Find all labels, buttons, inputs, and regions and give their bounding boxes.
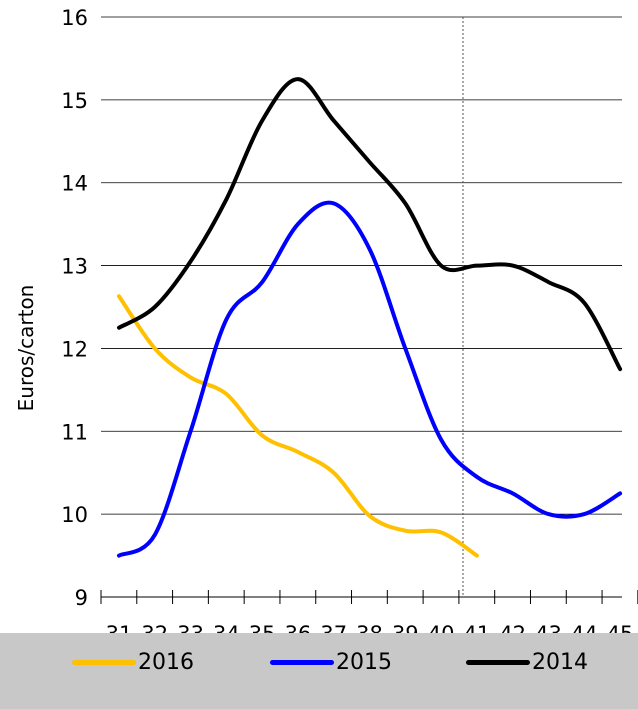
series-lines: [117, 77, 623, 558]
series-line-2015: [117, 200, 623, 558]
y-tick-label-11: 11: [61, 420, 88, 444]
legend-swatch-2015: [270, 659, 334, 665]
x-tick-label-35: 35: [249, 622, 276, 633]
x-tick-label-38: 38: [356, 622, 383, 633]
x-axis: 31 32 33 34 35 36 37 38 39 40 41 42 43 44 45: [100, 17, 638, 633]
x-tick-label-33: 33: [177, 622, 204, 633]
series-line-2016: [117, 294, 479, 558]
series-line-2014: [117, 77, 623, 372]
legend-swatch-2016: [72, 659, 136, 665]
line-chart: 31 32 33 34 35 36 37 38 39 40 41 42 43 44 45 9 10 11 12 13…: [14, 6, 638, 633]
legend-swatch-2014: [466, 659, 530, 665]
x-tick-label-36: 36: [285, 622, 312, 633]
y-tick-label-13: 13: [61, 255, 88, 279]
x-tick-label-37: 37: [320, 622, 347, 633]
legend-item-2015: 2015: [270, 647, 392, 677]
y-tick-label-9: 9: [75, 586, 88, 610]
y-axis-title: Euros/carton: [14, 285, 38, 412]
legend-item-2014: 2014: [466, 647, 588, 677]
x-tick-label-42: 42: [499, 622, 526, 633]
y-tick-label-10: 10: [61, 503, 88, 527]
y-tick-label-16: 16: [61, 6, 88, 30]
x-tick-label-43: 43: [535, 622, 562, 633]
legend-item-2016: 2016: [72, 647, 194, 677]
y-tick-label-15: 15: [61, 89, 88, 113]
gridlines: [101, 16, 622, 515]
y-tick-label-12: 12: [61, 337, 88, 361]
x-tick-label-34: 34: [213, 622, 240, 633]
x-tick-label-32: 32: [141, 622, 168, 633]
x-tick-label-41: 41: [464, 622, 491, 633]
x-tick-label-40: 40: [428, 622, 455, 633]
x-tick-label-44: 44: [571, 622, 598, 633]
legend-label-2016: 2016: [138, 649, 194, 675]
legend-label-2014: 2014: [532, 649, 588, 675]
legend-label-2015: 2015: [336, 649, 392, 675]
legend: 2016 2015 2014: [0, 633, 638, 709]
y-tick-label-14: 14: [61, 172, 88, 196]
x-tick-label-45: 45: [607, 622, 634, 633]
x-tick-label-31: 31: [106, 622, 133, 633]
x-tick-label-39: 39: [392, 622, 419, 633]
y-axis-tick-labels: 9 10 11 12 13 14 15 16: [61, 6, 88, 610]
